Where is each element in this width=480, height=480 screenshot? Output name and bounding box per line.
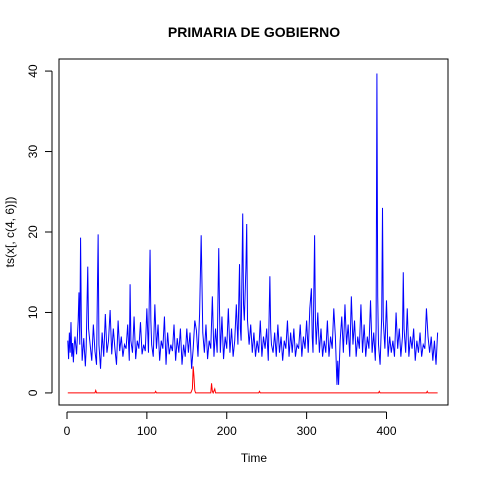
plot-frame — [58, 58, 449, 406]
y-tick-label: 30 — [26, 145, 40, 159]
x-tick-label: 200 — [217, 424, 237, 438]
y-tick-label: 10 — [26, 305, 40, 319]
x-tick-label: 100 — [137, 424, 157, 438]
x-tick-label: 0 — [64, 424, 71, 438]
series-line-2 — [67, 366, 438, 395]
chart-title: PRIMARIA DE GOBIERNO — [168, 24, 340, 40]
y-tick-label: 40 — [26, 64, 40, 78]
y-axis: 0 10 20 30 40 — [26, 64, 53, 396]
y-axis-label: ts(x[, c(4, 6)]) — [3, 197, 17, 268]
series-layer — [67, 73, 439, 395]
x-tick-label: 400 — [376, 424, 396, 438]
y-tick-label: 20 — [26, 225, 40, 239]
x-axis-label: Time — [241, 451, 268, 465]
x-tick-label: 300 — [297, 424, 317, 438]
series-line-1 — [67, 73, 439, 385]
x-axis: 0 100 200 300 400 — [64, 411, 397, 438]
y-tick-label: 0 — [26, 389, 40, 396]
